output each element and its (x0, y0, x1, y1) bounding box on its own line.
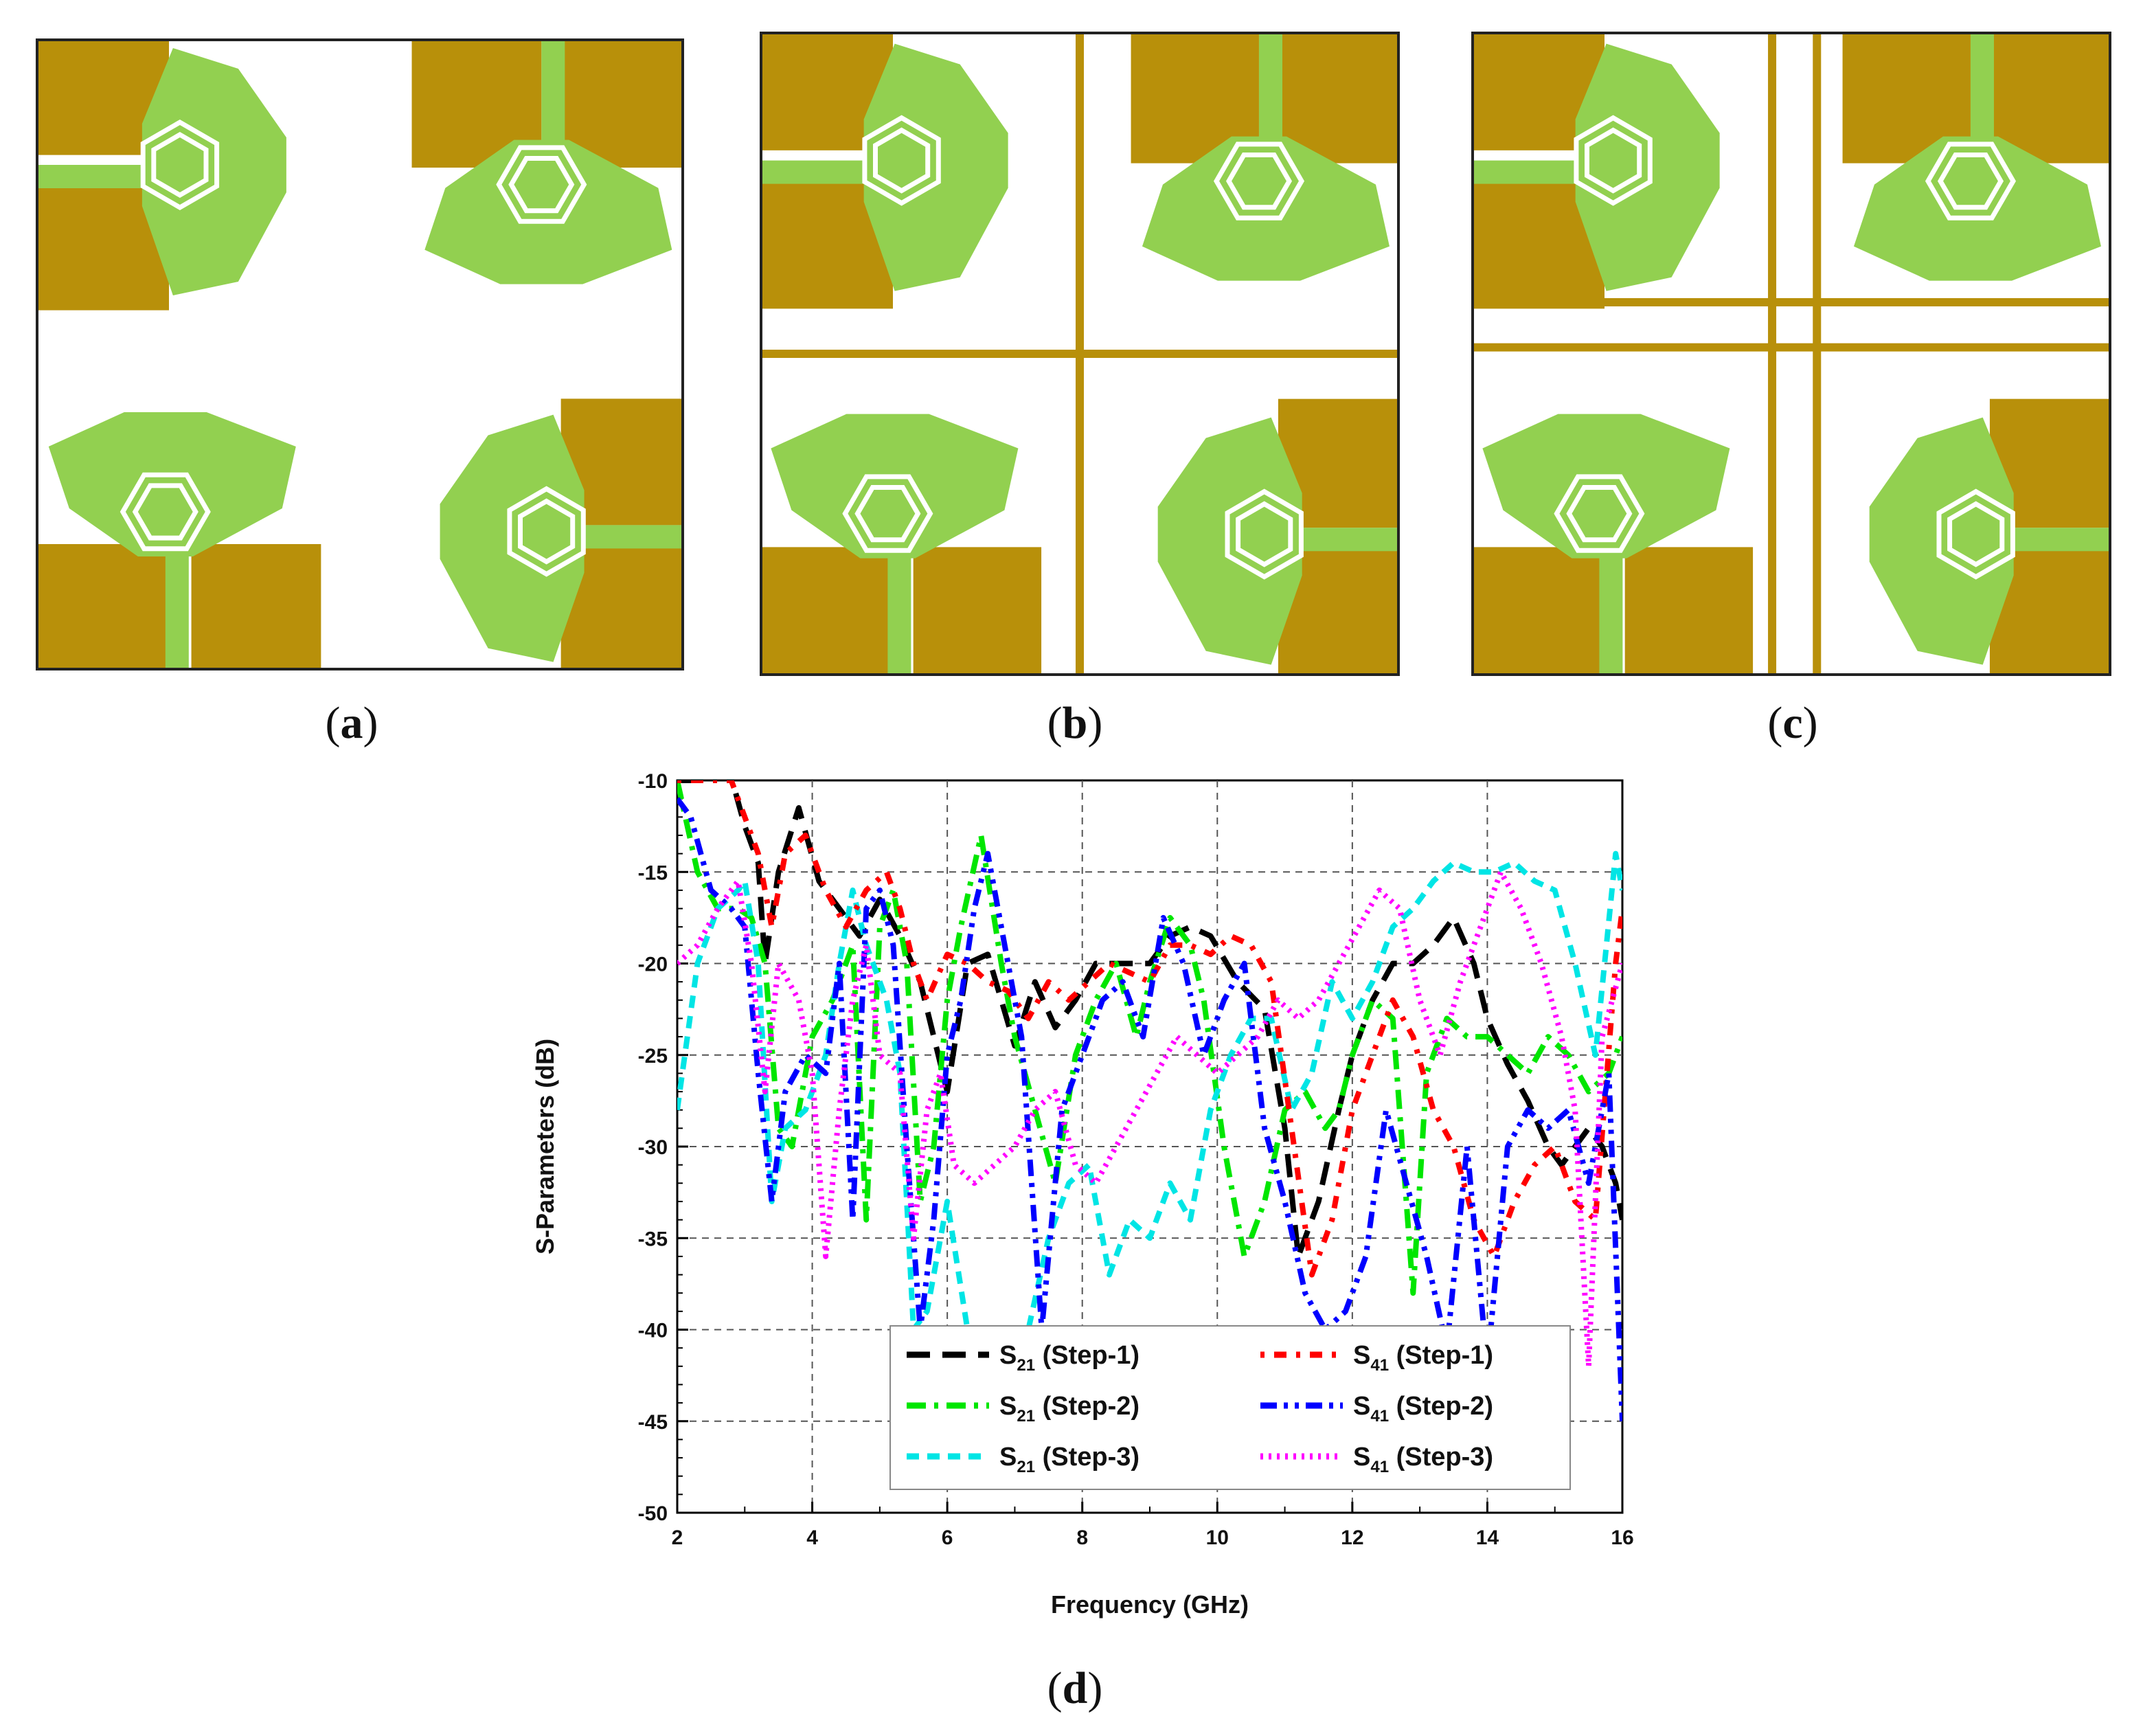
outer-hex-slot (1925, 142, 2017, 221)
decoupling-strip (1474, 343, 2109, 352)
inner-hex-slot (1236, 501, 1293, 567)
ground-plane (191, 544, 321, 668)
antenna-layout-c (1471, 32, 2111, 676)
outer-hex-slot (1554, 474, 1645, 553)
legend: S21 (Step-1) S41 (Step-1) S21 (Step-2) S41 … (889, 1325, 1571, 1490)
outer-hex-slot (842, 474, 933, 553)
inner-hex-slot (132, 483, 199, 541)
inner-hex-slot (518, 498, 576, 565)
y-tick-label: -15 (638, 861, 668, 884)
panel-b (760, 32, 1400, 676)
y-tick-label: -50 (638, 1502, 668, 1525)
series-line-s41-step-1 (677, 780, 1622, 1278)
decoupling-strip (1474, 297, 2109, 306)
outer-hex-slot (1574, 115, 1653, 206)
radiating-patch (141, 48, 286, 295)
radiating-patch (863, 43, 1008, 291)
decoupling-strip (762, 350, 1397, 358)
y-tick-label: -40 (638, 1320, 668, 1342)
outer-hex-slot (507, 486, 586, 577)
outer-hex-slot (496, 145, 587, 224)
legend-entry: S21 (Step-1) (999, 1341, 1139, 1375)
ground-plane (1278, 34, 1397, 164)
y-tick-label: -30 (638, 1136, 668, 1159)
x-tick-label: 12 (1341, 1526, 1363, 1549)
series-line-s41-step-2 (677, 797, 1622, 1421)
decoupling-strip (1768, 34, 1777, 673)
ground-plane (1474, 547, 1602, 673)
x-axis-title: Frequency (GHz) (1051, 1590, 1249, 1619)
inner-hex-slot (1585, 127, 1642, 194)
x-tick-label: 2 (672, 1526, 683, 1549)
inner-hex-slot (873, 127, 931, 194)
series-lines (677, 780, 1622, 1421)
inner-hex-slot (1225, 153, 1293, 210)
legend-entry: S21 (Step-3) (999, 1443, 1139, 1476)
legend-entry: S41 (Step-1) (1353, 1341, 1493, 1375)
antenna-layout-a (36, 38, 684, 670)
legend-entry: S41 (Step-2) (1353, 1392, 1493, 1425)
radiating-patch (1575, 43, 1720, 291)
panel-label-a: (a) (325, 698, 378, 748)
radiating-patch (440, 414, 585, 662)
antenna-layout-b (760, 32, 1400, 676)
inner-hex-slot (1566, 485, 1633, 543)
axis-ticks: 2 4 6 8 10 12 14 16 -10 -15 -20 -25 -30 -35 -40 -45 -50 (638, 770, 1634, 1549)
inner-hex-slot (508, 156, 575, 214)
panel-label-b: (b) (1047, 698, 1103, 748)
outer-hex-slot (120, 472, 211, 552)
radiating-patch (1869, 417, 2014, 665)
y-tick-label: -10 (638, 770, 668, 793)
outer-hex-slot (1213, 142, 1305, 221)
outer-hex-slot (862, 115, 941, 206)
ground-plane (38, 544, 168, 668)
panel-c (1471, 32, 2111, 676)
radiating-patch (1157, 417, 1302, 665)
x-tick-label: 16 (1611, 1526, 1633, 1549)
inner-hex-slot (151, 131, 209, 199)
y-axis-title: S-Parameters (dB) (531, 1039, 559, 1254)
outer-hex-slot (1225, 488, 1304, 580)
x-tick-label: 14 (1476, 1526, 1499, 1549)
inner-hex-slot (1947, 501, 2005, 567)
panel-a (36, 38, 684, 670)
panel-label-d: (d) (1047, 1663, 1103, 1713)
inner-hex-slot (854, 485, 921, 543)
y-tick-label: -45 (638, 1411, 668, 1434)
decoupling-strip (1813, 34, 1822, 673)
x-tick-label: 4 (806, 1526, 818, 1549)
outer-hex-slot (1936, 488, 2015, 580)
inner-hex-slot (1937, 153, 2004, 210)
y-tick-label: -20 (638, 954, 668, 976)
x-tick-label: 8 (1076, 1526, 1088, 1549)
legend-entry: S21 (Step-2) (999, 1392, 1139, 1425)
ground-plane (913, 547, 1042, 673)
x-tick-label: 6 (942, 1526, 953, 1549)
legend-entry: S41 (Step-3) (1353, 1443, 1493, 1476)
ground-plane (1624, 547, 1754, 673)
series-line-s21-step-3 (677, 850, 1622, 1369)
y-tick-label: -25 (638, 1045, 668, 1068)
y-tick-label: -35 (638, 1228, 668, 1250)
x-tick-label: 10 (1206, 1526, 1229, 1549)
ground-plane (762, 547, 891, 673)
legend-box (889, 1325, 1571, 1490)
panel-label-c: (c) (1767, 698, 1818, 748)
ground-plane (1989, 34, 2109, 164)
outer-hex-slot (140, 119, 220, 211)
